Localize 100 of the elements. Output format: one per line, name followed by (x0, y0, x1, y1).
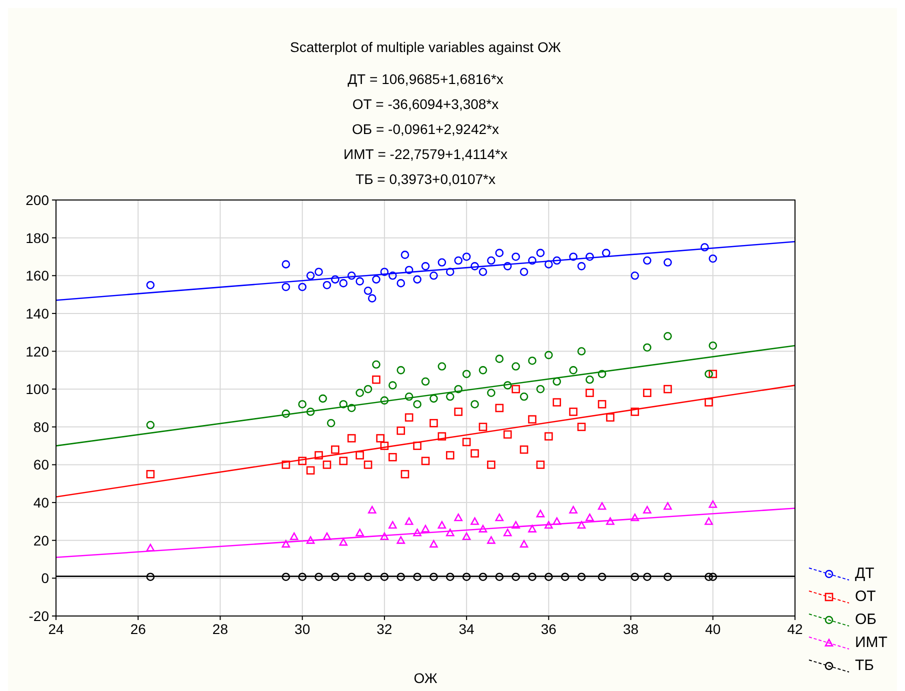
point (528, 415, 536, 424)
point (413, 442, 422, 450)
point (503, 381, 512, 390)
legend-label: ОТ (855, 588, 876, 605)
point (520, 268, 528, 276)
point (404, 517, 414, 525)
point (368, 294, 376, 302)
legend-label: ТБ (855, 657, 874, 674)
point (339, 456, 348, 466)
point (413, 275, 422, 284)
point (421, 262, 430, 270)
point (520, 540, 528, 548)
point (462, 572, 471, 582)
point (643, 572, 652, 582)
point (598, 370, 606, 378)
point (146, 544, 155, 552)
point (503, 430, 512, 439)
point (298, 572, 306, 582)
point (388, 453, 397, 462)
point (544, 521, 553, 529)
point (495, 354, 504, 363)
point (146, 280, 155, 290)
point (528, 572, 536, 582)
point (643, 506, 652, 514)
point (577, 262, 586, 270)
point (495, 404, 504, 412)
point (339, 538, 348, 546)
point (544, 572, 553, 582)
point (700, 243, 709, 252)
point (520, 392, 528, 401)
point (413, 400, 422, 408)
point (388, 521, 397, 529)
point (298, 400, 306, 408)
point (339, 400, 348, 408)
point (606, 413, 614, 422)
point (536, 384, 545, 394)
point (606, 517, 614, 525)
point (380, 442, 389, 450)
point (462, 532, 471, 540)
x-tick-label: 40 (705, 621, 721, 637)
point (577, 521, 586, 529)
point (586, 514, 594, 522)
x-tick-label: 36 (540, 621, 557, 637)
point (290, 532, 298, 540)
point (704, 572, 713, 582)
point (478, 422, 488, 432)
point (569, 252, 578, 261)
point (643, 388, 652, 398)
point (331, 445, 340, 454)
point (586, 375, 594, 384)
point (322, 280, 332, 290)
point (708, 500, 718, 508)
x-tick-label: 34 (458, 621, 475, 637)
x-tick-label: 32 (376, 621, 392, 637)
point (478, 524, 488, 532)
point (396, 572, 406, 582)
y-tick-label: 60 (33, 456, 50, 473)
x-tick-label: 26 (130, 621, 146, 637)
y-tick-label: 120 (26, 343, 50, 360)
point (528, 256, 536, 265)
point (380, 572, 389, 582)
y-tick-label: 20 (33, 532, 50, 548)
point (478, 366, 488, 374)
point (708, 370, 718, 378)
point (495, 514, 504, 522)
point (331, 572, 340, 582)
point (372, 275, 380, 284)
point (512, 521, 520, 529)
x-tick-label: 42 (787, 621, 803, 637)
point (413, 528, 422, 536)
point (306, 536, 315, 544)
point (430, 540, 438, 548)
point (413, 572, 422, 582)
point (282, 410, 290, 418)
point (339, 279, 348, 288)
point (430, 572, 438, 582)
point (446, 572, 454, 582)
point (146, 470, 155, 478)
text: ОБ = -0,0961+2,9242*x (352, 121, 499, 137)
point (586, 252, 594, 261)
x-tick-label: 24 (48, 621, 64, 637)
x-tick-label: 28 (212, 621, 228, 637)
point (438, 362, 446, 371)
chart-title: Scatterplot of multiple variables against ОЖ (290, 39, 562, 55)
point (306, 466, 315, 475)
point (396, 366, 406, 374)
point (664, 332, 672, 340)
point (536, 248, 545, 258)
point (421, 524, 430, 532)
point (404, 392, 414, 401)
point (298, 456, 306, 466)
point (380, 532, 389, 540)
point (364, 460, 372, 469)
point (326, 418, 336, 428)
point (487, 388, 496, 398)
point (438, 521, 446, 529)
point (146, 572, 155, 582)
point (282, 282, 290, 292)
point (487, 460, 496, 469)
point (552, 398, 562, 406)
